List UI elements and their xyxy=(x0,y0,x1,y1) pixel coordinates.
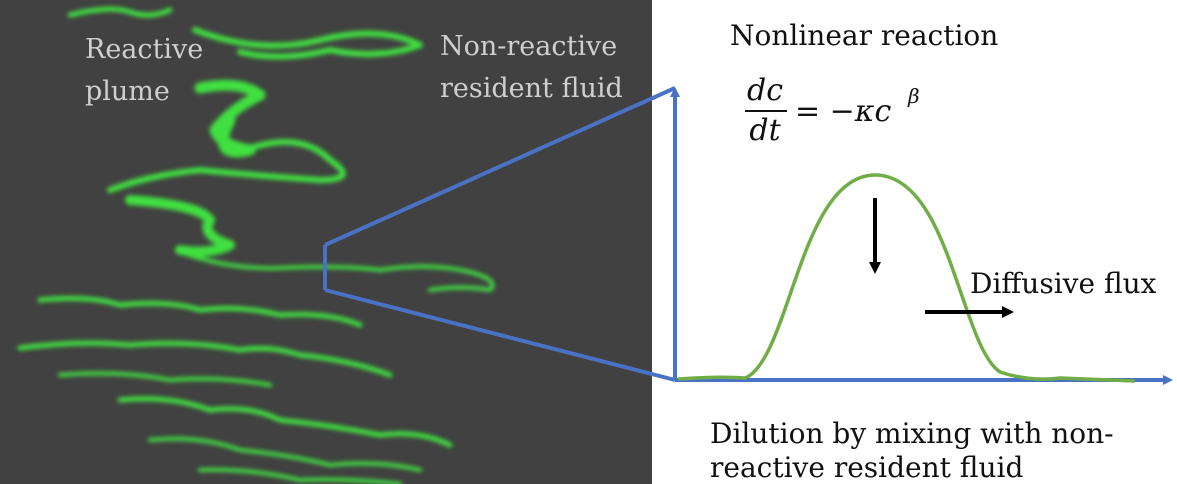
equation-rhs: = −κc xyxy=(795,94,891,129)
equation-denominator: dt xyxy=(749,113,781,148)
plume-label: Reactive xyxy=(85,34,203,65)
plume-panel xyxy=(0,0,652,484)
flux-label: Diffusive flux xyxy=(970,267,1157,300)
plume-label: plume xyxy=(85,76,170,107)
concentration-curve xyxy=(677,173,1136,383)
caption: Dilution by mixing with non- xyxy=(710,417,1114,450)
plume xyxy=(17,6,495,484)
equation-numerator: dc xyxy=(747,73,783,108)
equation-exponent: β xyxy=(907,84,920,108)
resident-label: Non-reactive xyxy=(440,31,617,62)
reaction-title: Nonlinear reaction xyxy=(730,19,998,52)
resident-label: resident fluid xyxy=(440,73,623,104)
zoom-lines xyxy=(323,86,1173,385)
caption: reactive resident fluid xyxy=(710,451,1023,484)
